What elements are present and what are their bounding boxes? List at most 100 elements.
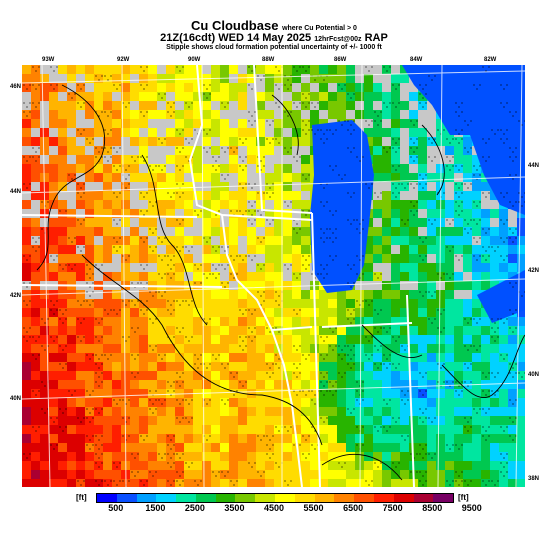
grid-cell	[265, 245, 275, 255]
stipple-dot	[374, 273, 376, 275]
stipple-dot	[50, 255, 52, 257]
stipple-dot	[494, 250, 496, 252]
stipple-dot	[383, 363, 385, 365]
grid-cell	[184, 416, 194, 426]
stipple-dot	[191, 300, 193, 302]
stipple-dot	[149, 390, 151, 392]
grid-cell	[283, 137, 293, 147]
grid-cell	[31, 425, 41, 435]
grid-cell	[409, 290, 419, 300]
stipple-dot	[32, 147, 34, 149]
grid-cell	[31, 299, 41, 309]
grid-cell	[463, 308, 473, 318]
stipple-dot	[473, 165, 475, 167]
stipple-dot	[152, 349, 154, 351]
grid-cell	[256, 155, 266, 165]
stipple-dot	[68, 174, 70, 176]
stipple-dot	[455, 444, 457, 446]
grid-cell	[319, 380, 329, 390]
stipple-dot	[116, 313, 118, 315]
grid-cell	[202, 92, 212, 102]
grid-cell	[373, 317, 383, 327]
grid-cell	[427, 146, 437, 156]
stipple-dot	[311, 390, 313, 392]
grid-cell	[31, 362, 41, 372]
stipple-dot	[173, 435, 175, 437]
grid-cell	[112, 290, 122, 300]
grid-cell	[400, 317, 410, 327]
grid-cell	[328, 101, 338, 111]
grid-cell	[274, 65, 284, 75]
grid-cell	[256, 101, 266, 111]
grid-cell	[508, 398, 518, 408]
grid-cell	[391, 128, 401, 138]
grid-cell	[157, 290, 167, 300]
stipple-dot	[113, 84, 115, 86]
stipple-dot	[482, 480, 484, 482]
grid-cell	[355, 380, 365, 390]
grid-cell	[256, 479, 266, 487]
stipple-dot	[215, 250, 217, 252]
grid-cell	[238, 272, 248, 282]
stipple-dot	[92, 282, 94, 284]
stipple-dot	[332, 331, 334, 333]
stipple-dot	[254, 210, 256, 212]
grid-cell	[364, 308, 374, 318]
stipple-dot	[452, 273, 454, 275]
grid-cell	[265, 209, 275, 219]
grid-cell	[40, 452, 50, 462]
grid-cell	[454, 227, 464, 237]
grid-cell	[31, 164, 41, 174]
grid-cell	[274, 200, 284, 210]
grid-cell	[58, 326, 68, 336]
grid-cell	[481, 209, 491, 219]
stipple-dot	[251, 115, 253, 117]
grid-cell	[130, 479, 140, 487]
stipple-dot	[134, 457, 136, 459]
stipple-dot	[329, 255, 331, 257]
stipple-dot	[311, 129, 313, 131]
stipple-dot	[419, 291, 421, 293]
stipple-dot	[320, 372, 322, 374]
grid-cell	[301, 344, 311, 354]
grid-cell	[202, 452, 212, 462]
stipple-dot	[503, 475, 505, 477]
stipple-dot	[176, 327, 178, 329]
stipple-dot	[467, 430, 469, 432]
stipple-dot	[500, 462, 502, 464]
grid-cell	[400, 299, 410, 309]
grid-cell	[373, 191, 383, 201]
grid-cell	[76, 317, 86, 327]
stipple-dot	[176, 183, 178, 185]
stipple-dot	[173, 273, 175, 275]
grid-cell	[517, 263, 525, 273]
stipple-dot	[500, 318, 502, 320]
stipple-dot	[179, 196, 181, 198]
stipple-dot	[35, 340, 37, 342]
stipple-dot	[62, 349, 64, 351]
stipple-dot	[95, 147, 97, 149]
stipple-dot	[95, 354, 97, 356]
stipple-dot	[116, 223, 118, 225]
stipple-dot	[314, 448, 316, 450]
stipple-dot	[419, 480, 421, 482]
stipple-dot	[35, 151, 37, 153]
grid-cell	[490, 371, 500, 381]
stipple-dot	[218, 264, 220, 266]
stipple-dot	[485, 196, 487, 198]
stipple-dot	[26, 187, 28, 189]
stipple-dot	[488, 246, 490, 248]
grid-cell	[517, 326, 525, 336]
grid-cell	[202, 200, 212, 210]
grid-cell	[130, 236, 140, 246]
grid-cell	[337, 344, 347, 354]
grid-cell	[175, 371, 185, 381]
grid-cell	[157, 326, 167, 336]
grid-cell	[184, 434, 194, 444]
stipple-dot	[359, 160, 361, 162]
grid-cell	[103, 317, 113, 327]
grid-cell	[418, 308, 428, 318]
stipple-dot	[59, 408, 61, 410]
stipple-dot	[512, 286, 514, 288]
grid-cell	[283, 344, 293, 354]
